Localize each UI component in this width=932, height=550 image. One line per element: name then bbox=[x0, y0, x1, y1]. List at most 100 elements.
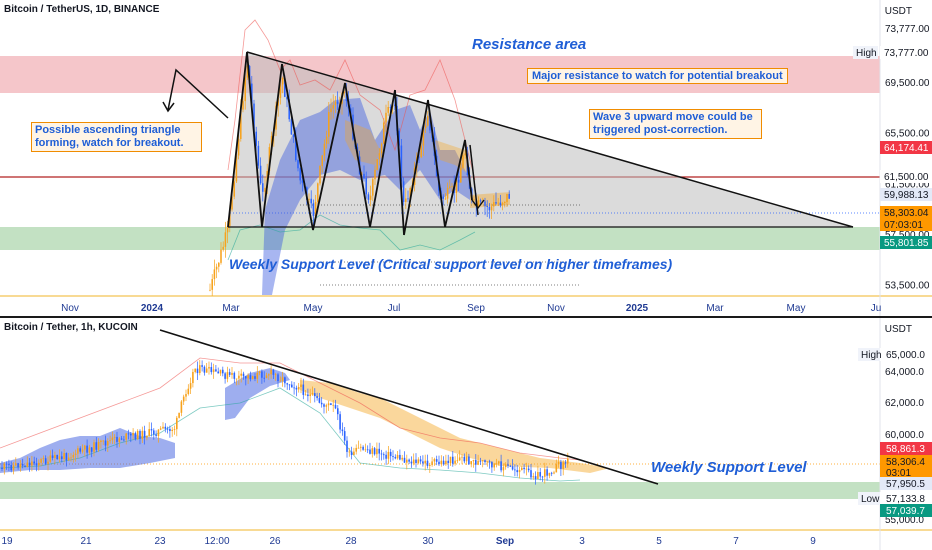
candle-body bbox=[394, 104, 396, 106]
candle-body bbox=[33, 461, 36, 464]
candle-body bbox=[427, 116, 429, 126]
candle-body bbox=[159, 428, 162, 430]
candle-body bbox=[518, 469, 521, 473]
candle-body bbox=[372, 179, 374, 196]
top-y-axis[interactable]: 73,777.00 69,500.00 65,500.00 61,500.00 57,5… bbox=[853, 24, 932, 291]
candle-body bbox=[309, 394, 312, 397]
candle-body bbox=[83, 445, 86, 450]
candle-body bbox=[279, 84, 282, 98]
down-arrow-icon bbox=[471, 199, 485, 210]
lower-band-line bbox=[0, 387, 581, 482]
bottom-currency-label[interactable]: USDT bbox=[884, 324, 912, 335]
candle-body bbox=[262, 183, 264, 192]
candle-body bbox=[539, 472, 542, 477]
candle-body bbox=[67, 457, 70, 461]
candle-body bbox=[157, 429, 160, 436]
candle-body bbox=[164, 426, 167, 429]
price-tag-value: 58,306.4 bbox=[886, 457, 925, 468]
price-tag-caption: High bbox=[856, 48, 877, 59]
candle-body bbox=[261, 371, 263, 378]
candle-body bbox=[314, 201, 317, 216]
candle-body bbox=[458, 457, 461, 461]
top-chart-canvas[interactable]: Nov 2024 Mar May Jul Sep Nov 2025 Mar May Ju 73,77… bbox=[0, 0, 932, 316]
candle-body bbox=[313, 393, 316, 397]
pane-divider[interactable] bbox=[0, 316, 932, 318]
candle-body bbox=[116, 436, 118, 442]
top-currency-label[interactable]: USDT bbox=[884, 6, 912, 17]
x-tick-label: Mar bbox=[706, 303, 724, 314]
candle-body bbox=[479, 200, 482, 202]
candle-body bbox=[532, 476, 535, 478]
candle-body bbox=[8, 464, 10, 466]
candle-body bbox=[302, 384, 305, 395]
candle-body bbox=[534, 476, 537, 480]
candle-body bbox=[424, 125, 427, 128]
candle-body bbox=[495, 463, 498, 465]
candle-body bbox=[251, 83, 253, 104]
price-tag bbox=[880, 206, 932, 219]
candle-body bbox=[235, 155, 238, 182]
candle-body bbox=[484, 460, 486, 463]
bottom-chart-title: Bitcoin / Tether, 1h, KUCOIN bbox=[4, 322, 138, 333]
candle-body bbox=[474, 460, 477, 465]
candle-body bbox=[374, 169, 376, 180]
candle-body bbox=[44, 458, 47, 464]
bottom-chart-canvas[interactable]: 19 21 23 12:00 26 28 30 Sep 3 5 7 9 64,000.0 62,000.… bbox=[0, 318, 932, 550]
candle-body bbox=[493, 463, 496, 468]
x-tick-label: 9 bbox=[810, 536, 816, 547]
candle-body bbox=[213, 269, 216, 280]
candle-body bbox=[334, 404, 337, 409]
candle-body bbox=[465, 456, 468, 462]
candle-body bbox=[520, 467, 523, 470]
candle-body bbox=[290, 119, 293, 135]
x-tick-label: 3 bbox=[579, 536, 585, 547]
bottom-chart-pane[interactable]: 19 21 23 12:00 26 28 30 Sep 3 5 7 9 64,000.0 62,000.… bbox=[0, 318, 932, 550]
wave3-line-1: Wave 3 upward move could be bbox=[593, 111, 753, 123]
candle-body bbox=[136, 430, 139, 440]
price-tag-value: 65,000.0 bbox=[886, 350, 925, 361]
candle-body bbox=[367, 194, 370, 200]
candle-body bbox=[405, 198, 407, 202]
candle-body bbox=[203, 366, 206, 373]
ascending-triangle-line-1: Possible ascending triangle bbox=[35, 124, 181, 136]
x-tick-label: 30 bbox=[422, 536, 434, 547]
candle-body bbox=[180, 401, 183, 413]
candle-body bbox=[387, 451, 390, 459]
price-tag-value: 61,500.00 bbox=[884, 172, 929, 183]
candle-body bbox=[244, 376, 247, 379]
candle-body bbox=[371, 448, 374, 454]
candle-body bbox=[378, 153, 381, 160]
ascending-triangle-line-2: forming, watch for breakout. bbox=[35, 137, 184, 149]
x-tick-label: Mar bbox=[222, 303, 240, 314]
candle-body bbox=[65, 453, 68, 461]
candle-body bbox=[488, 461, 491, 463]
candle-body bbox=[233, 181, 235, 197]
candle-body bbox=[346, 440, 348, 452]
candle-body bbox=[72, 454, 75, 458]
candle-body bbox=[484, 201, 486, 206]
candle-body bbox=[451, 456, 454, 464]
price-tag-value: 03:01 bbox=[886, 468, 911, 479]
candle-body bbox=[231, 196, 233, 210]
y-tick-label: 60,000.0 bbox=[885, 430, 924, 441]
bottom-y-axis[interactable]: 64,000.0 62,000.0 60,000.0 55,000.0 65,000.0… bbox=[858, 348, 932, 526]
candle-body bbox=[424, 460, 427, 464]
candle-body bbox=[343, 91, 345, 94]
candle-body bbox=[451, 186, 453, 188]
candle-body bbox=[319, 165, 321, 184]
price-tag-value: 07:03:01 bbox=[884, 220, 923, 231]
candle-body bbox=[222, 246, 224, 250]
candle-body bbox=[418, 156, 420, 158]
candle-body bbox=[93, 442, 95, 452]
candle-body bbox=[166, 428, 169, 430]
top-chart-pane[interactable]: Nov 2024 Mar May Jul Sep Nov 2025 Mar May Ju 73,77… bbox=[0, 0, 932, 316]
candle-body bbox=[511, 466, 514, 470]
zigzag-extension bbox=[469, 144, 479, 216]
candle-body bbox=[77, 448, 79, 454]
candle-body bbox=[541, 476, 544, 478]
candle-body bbox=[143, 430, 146, 438]
price-tag-value: 64,174.41 bbox=[884, 143, 929, 154]
candle-body bbox=[504, 201, 506, 204]
candle-body bbox=[405, 459, 408, 463]
x-tick-label: Sep bbox=[467, 303, 485, 314]
